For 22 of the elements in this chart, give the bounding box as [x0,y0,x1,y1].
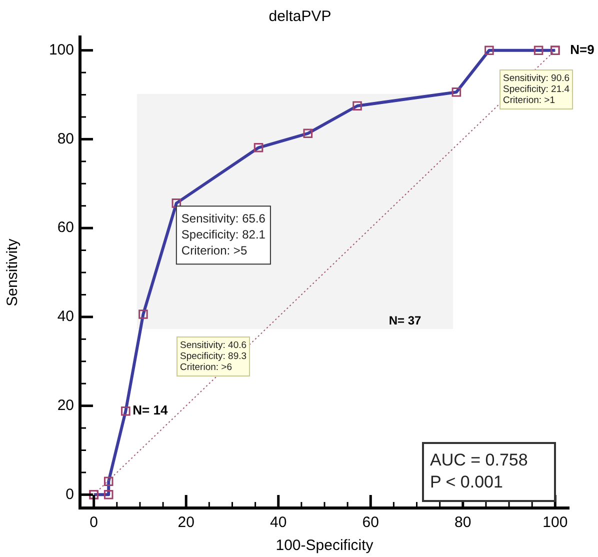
x-tick-label: 60 [362,514,379,532]
x-tick-label: 40 [270,514,287,532]
chart-title: deltaPVP [268,8,332,26]
annotation: Sensitivity: 90.6 Specificity: 21.4 Criterion: >1 [503,73,570,106]
x-tick-label: 80 [454,514,472,532]
y-tick-label: 20 [57,396,74,414]
y-tick-label: 60 [57,219,74,236]
annotation: N= 37 [388,313,422,328]
y-tick-label: 80 [57,130,74,148]
x-tick-label: 100 [542,514,568,532]
y-tick-label: 40 [57,308,74,326]
annotation: AUC = 0.758 P < 0.001 [430,450,528,492]
x-tick-label: 20 [178,514,194,532]
y-tick-label: 0 [66,486,74,503]
annotation: Sensitivity: 65.6 Specificity: 82.1 Criterion: >5 [181,211,266,258]
annotation: Sensitivity: 40.6 Specificity: 89.3 Criterion: >6 [180,340,247,374]
x-tick-label: 0 [90,514,98,532]
annotation: N= 14 [132,402,168,418]
annotation: N=9 [570,42,594,57]
y-tick-label: 100 [48,41,74,58]
x-axis-title: 100-Specificity [276,537,374,554]
y-axis-title: Sensitivity [4,238,22,306]
